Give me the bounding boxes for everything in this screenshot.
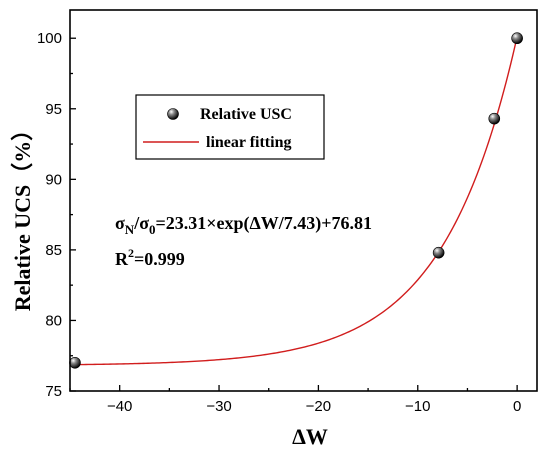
x-tick-label: 0: [513, 398, 521, 415]
y-tick-label: 100: [37, 30, 62, 47]
y-tick-label: 85: [45, 242, 62, 259]
fit-equation: σN/σ0=23.31×exp(ΔW/7.43)+76.81: [115, 213, 372, 237]
legend: Relative USC linear fitting: [135, 94, 325, 160]
x-tick-label: −40: [107, 398, 132, 415]
y-tick-label: 75: [45, 383, 62, 400]
y-tick-label: 90: [45, 171, 62, 188]
data-point: [511, 32, 523, 45]
y-tick-label: 95: [45, 101, 62, 118]
x-tick-label: −10: [405, 398, 430, 415]
legend-label-linear-fitting: linear fitting: [206, 134, 291, 151]
x-tick-label: −30: [206, 398, 231, 415]
y-axis-title: Relative UCS（%）: [10, 119, 35, 311]
axes-layer: −40 −30 −20 −10 0 75 80 85 90 95 100: [37, 9, 538, 415]
x-axis-title: ΔW: [292, 424, 328, 449]
fit-curve: [74, 36, 518, 366]
data-point: [432, 246, 445, 259]
legend-box: [135, 94, 325, 160]
legend-marker-relative-usc: [167, 108, 179, 120]
plot-layer: [69, 32, 523, 369]
data-point: [69, 356, 81, 369]
x-tick-label: −20: [306, 398, 331, 415]
data-point: [488, 112, 501, 125]
r-squared: R2=0.999: [115, 246, 185, 269]
plot-frame: [69, 9, 538, 392]
y-tick-label: 80: [45, 312, 62, 329]
legend-label-relative-usc: Relative USC: [200, 106, 292, 123]
